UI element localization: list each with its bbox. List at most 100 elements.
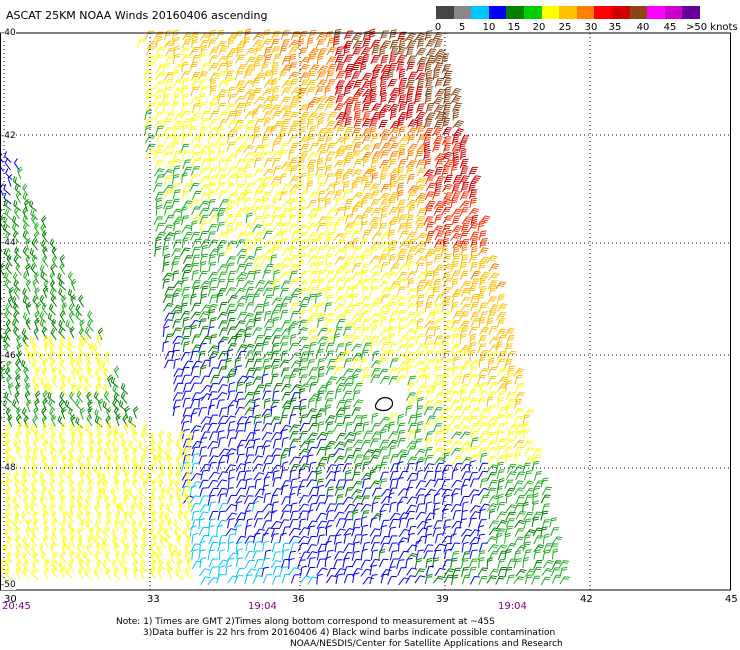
- wind-barb: [217, 359, 227, 370]
- wind-barb: [306, 317, 314, 328]
- wind-barb: [30, 350, 38, 363]
- wind-barb: [216, 150, 226, 160]
- wind-barb: [306, 446, 318, 456]
- wind-barb: [398, 94, 407, 105]
- wind-barb: [334, 303, 345, 312]
- wind-barb: [362, 30, 371, 41]
- wind-barb: [459, 141, 467, 152]
- wind-barb: [181, 263, 193, 273]
- wind-barb: [207, 391, 218, 401]
- wind-barb: [405, 358, 416, 368]
- wind-barb: [370, 448, 382, 457]
- wind-barb: [306, 222, 318, 232]
- wind-barb: [308, 286, 319, 296]
- wind-barb: [381, 341, 390, 352]
- wind-barb: [306, 375, 317, 385]
- wind-barb: [290, 352, 302, 361]
- wind-barb: [415, 333, 424, 344]
- wind-barb: [235, 159, 246, 168]
- wind-barb: [270, 124, 278, 136]
- wind-barb: [513, 502, 524, 512]
- wind-barb: [29, 503, 38, 515]
- wind-barb: [154, 72, 166, 81]
- wind-barb: [253, 190, 263, 200]
- wind-barb: [13, 254, 20, 268]
- wind-barb: [4, 391, 12, 403]
- wind-barb: [123, 421, 130, 435]
- wind-barb: [279, 271, 291, 280]
- wind-barb: [61, 302, 68, 315]
- wind-barb: [488, 527, 500, 536]
- wind-barb: [479, 494, 490, 504]
- wind-barb: [352, 568, 363, 577]
- wind-barb: [272, 269, 280, 281]
- wind-barb: [488, 568, 500, 577]
- scale-label: >50 knots: [686, 22, 738, 33]
- wind-barb: [522, 480, 534, 489]
- wind-barb: [424, 320, 436, 329]
- wind-barb: [378, 119, 388, 129]
- wind-barb: [271, 335, 281, 345]
- wind-barb: [531, 575, 541, 585]
- wind-barb: [370, 199, 380, 209]
- wind-barb: [342, 326, 352, 336]
- wind-barb: [378, 254, 388, 264]
- wind-barb: [425, 350, 433, 361]
- wind-barb: [316, 157, 324, 169]
- wind-barb: [398, 528, 410, 538]
- wind-barb: [352, 541, 360, 553]
- wind-barb: [407, 246, 417, 256]
- wind-barb: [433, 206, 444, 216]
- wind-barb: [182, 255, 193, 264]
- wind-barb: [351, 352, 363, 361]
- wind-barb: [207, 134, 216, 145]
- wind-barb: [243, 333, 252, 344]
- wind-barb: [371, 501, 379, 513]
- wind-barb: [207, 549, 216, 560]
- wind-barb: [153, 88, 165, 97]
- wind-barb: [226, 452, 235, 464]
- wind-barb: [244, 173, 253, 184]
- wind-barb: [155, 204, 163, 216]
- wind-barb: [216, 167, 227, 177]
- wind-barb: [297, 214, 305, 225]
- wind-barb: [441, 127, 453, 136]
- wind-barb: [416, 167, 427, 177]
- wind-barb: [488, 280, 498, 290]
- wind-barb: [167, 565, 173, 579]
- wind-barb: [315, 112, 327, 121]
- wind-barb: [217, 212, 224, 224]
- wind-barb: [84, 568, 93, 581]
- wind-barb: [369, 77, 377, 89]
- wind-barb: [361, 279, 371, 288]
- wind-barb: [59, 335, 66, 348]
- wind-barb: [344, 486, 354, 497]
- wind-barb: [297, 157, 306, 168]
- wind-barb: [15, 358, 22, 371]
- wind-barb: [21, 327, 29, 340]
- wind-barb: [155, 101, 164, 112]
- wind-barb: [191, 190, 202, 200]
- wind-barb: [244, 28, 252, 40]
- wind-barb: [33, 438, 40, 451]
- wind-barb: [281, 405, 291, 416]
- wind-barb: [253, 398, 261, 409]
- wind-barb: [460, 389, 467, 400]
- wind-barb: [433, 335, 443, 345]
- wind-barb: [236, 196, 245, 208]
- wind-barb: [406, 40, 417, 50]
- wind-barb: [361, 135, 372, 145]
- wind-barb: [288, 557, 295, 569]
- wind-barb: [289, 270, 298, 281]
- wind-barb: [388, 445, 397, 456]
- wind-barb: [306, 454, 314, 465]
- wind-barb: [288, 446, 296, 457]
- wind-barb: [378, 558, 389, 568]
- wind-barb: [379, 129, 391, 137]
- wind-barb: [252, 455, 264, 464]
- wind-barb: [209, 175, 219, 185]
- wind-barb: [270, 533, 279, 544]
- wind-barb: [298, 518, 307, 529]
- wind-barb: [236, 311, 247, 321]
- wind-barb: [398, 517, 407, 528]
